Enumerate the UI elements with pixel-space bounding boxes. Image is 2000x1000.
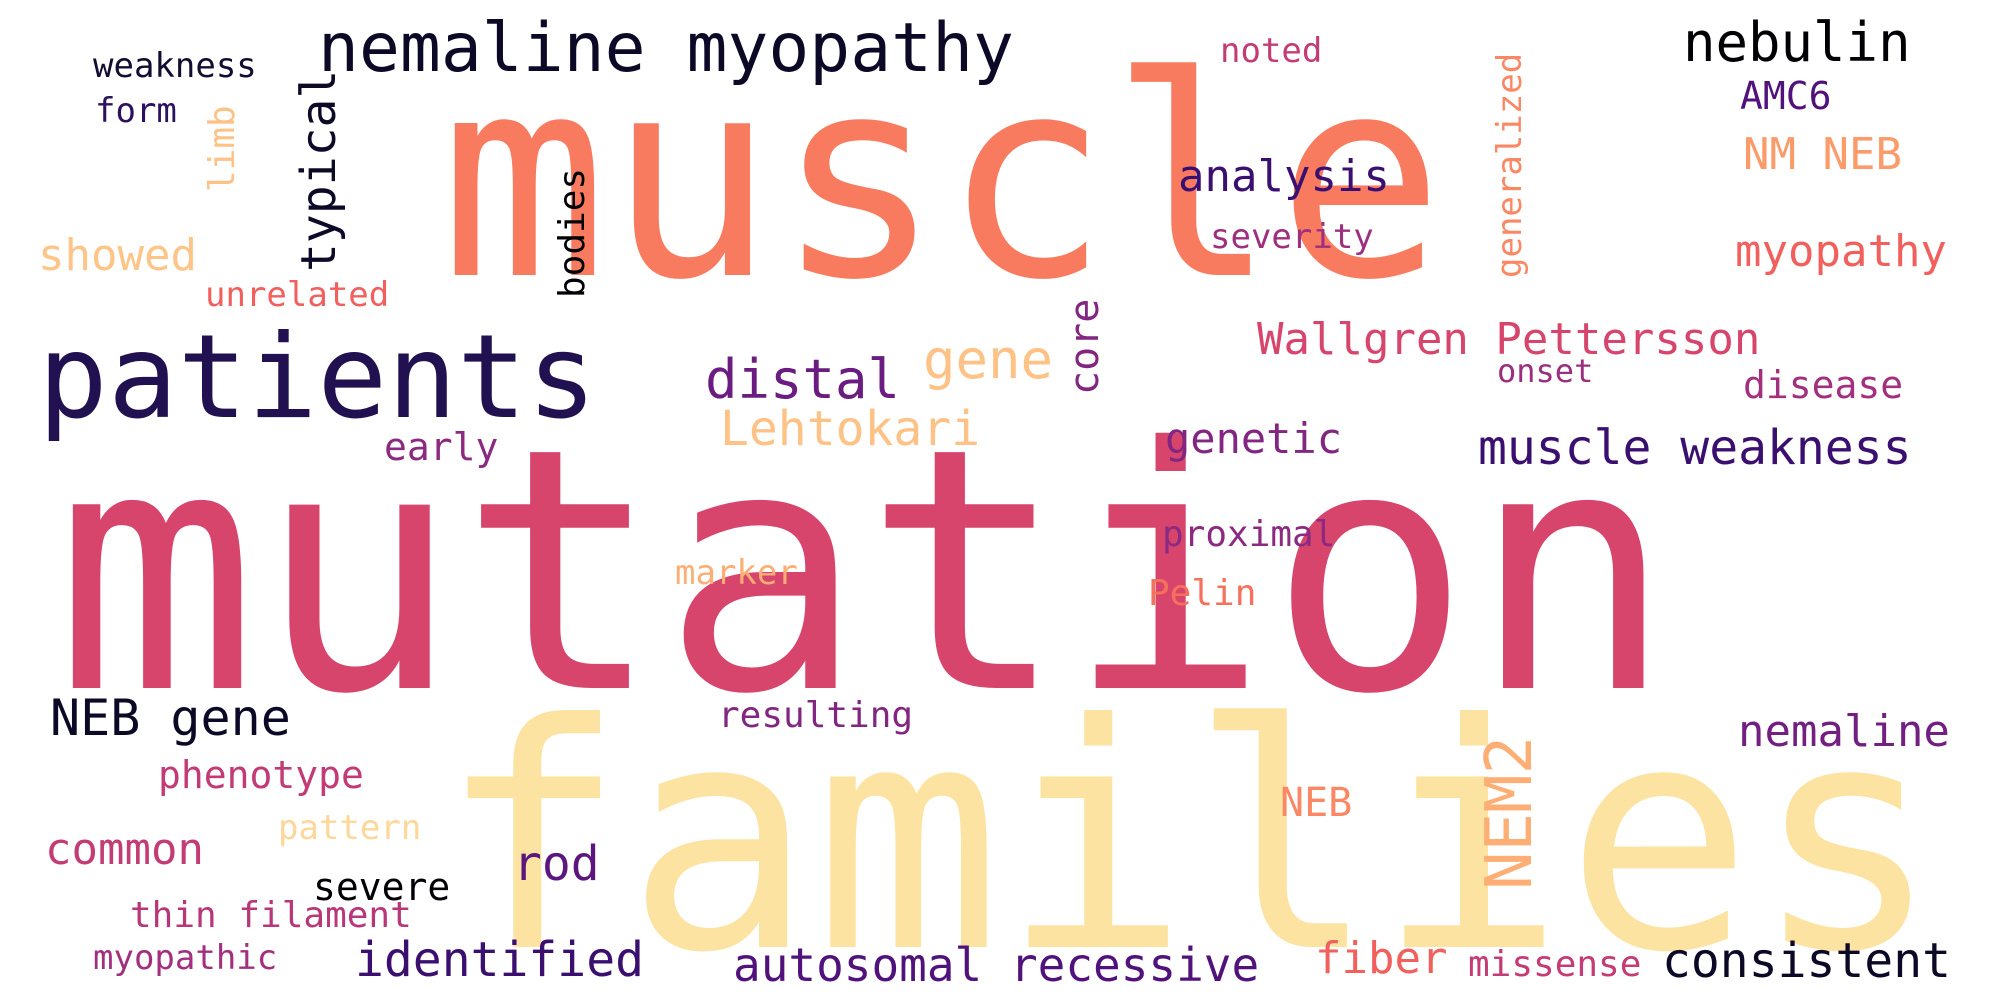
word-gene: gene [923,328,1054,391]
word-neb-gene: NEB gene [50,689,291,747]
word-missense: missense [1468,944,1642,985]
word-showed: showed [38,230,197,281]
word-families: families [438,657,1941,1000]
word-onset: onset [1497,352,1594,390]
word-phenotype: phenotype [158,753,364,797]
word-disease: disease [1743,363,1904,407]
word-distal: distal [705,348,901,411]
word-marker: marker [675,553,798,593]
word-nm-neb: NM NEB [1743,129,1902,180]
word-generalized: generalized [1490,52,1530,278]
word-limb: limb [202,105,243,192]
word-consistent: consistent [1662,933,1951,989]
word-identified: identified [355,932,644,988]
word-myopathic: myopathic [93,938,278,978]
word-mutation: mutation [55,377,1674,768]
word-patients: patients [38,310,597,445]
word-analysis: analysis [1178,151,1390,202]
word-resulting: resulting [718,695,914,736]
word-neb: NEB [1280,780,1353,826]
word-typical: typical [291,69,347,272]
word-wallgren-pettersson: Wallgren Pettersson [1257,314,1761,365]
word-weakness: weakness [93,46,257,86]
word-muscle: muscle [440,17,1445,341]
word-noted: noted [1220,31,1323,71]
word-muscle-weakness: muscle weakness [1478,420,1912,476]
word-nemaline: nemaline [1738,706,1950,757]
word-core: core [1062,298,1108,395]
word-pelin: Pelin [1148,573,1257,614]
word-early: early [384,425,499,469]
word-severe: severe [313,865,451,909]
word-proximal: proximal [1162,514,1336,555]
word-nem2: NEM2 [1473,735,1547,890]
word-form: form [95,91,177,131]
word-thin-filament: thin filament [130,895,412,936]
word-amc6: AMC6 [1740,74,1832,118]
word-unrelated: unrelated [205,275,390,315]
word-lehtokari: Lehtokari [720,401,981,457]
word-genetic: genetic [1165,414,1343,463]
word-rod: rod [513,836,600,892]
word-nebulin: nebulin [1683,11,1911,74]
word-bodies: bodies [552,167,593,298]
word-common: common [45,824,204,875]
word-severity: severity [1210,217,1374,257]
word-fiber: fiber [1315,933,1448,984]
word-myopathy: myopathy [1735,226,1947,277]
word-pattern: pattern [278,808,422,848]
word-autosomal-recessive: autosomal recessive [733,938,1260,992]
word-nemaline-myopathy: nemaline myopathy [318,9,1014,88]
